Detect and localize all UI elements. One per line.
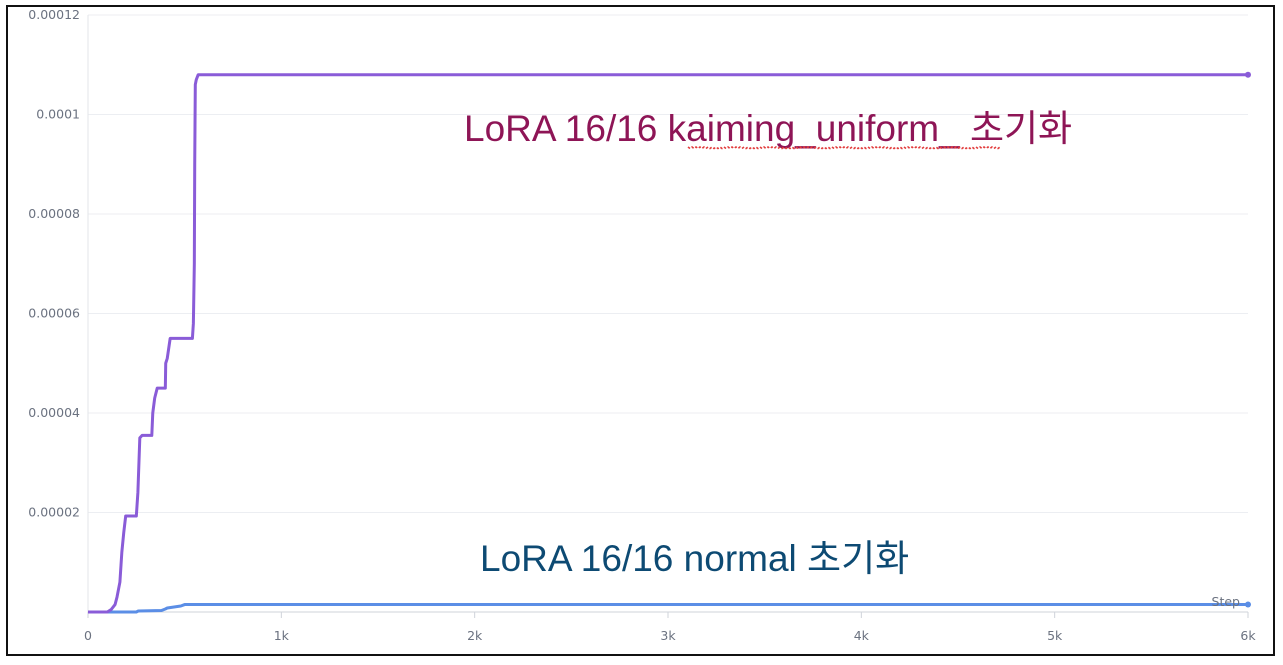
series-line: [88, 603, 1248, 614]
x-tick-label: 5k: [1047, 628, 1063, 643]
series-line: [88, 73, 1248, 614]
y-tick-label: 0.00006: [28, 306, 80, 321]
x-tick-label: 3k: [660, 628, 676, 643]
y-tick-label: 0.00008: [28, 206, 80, 221]
grid-lines: [88, 14, 1248, 513]
x-tick-label: 1k: [274, 628, 290, 643]
x-axis-label: Step: [1212, 594, 1241, 609]
series-end-point: [1245, 601, 1251, 608]
y-tick-label: 0.00012: [28, 7, 80, 22]
chart-frame: [6, 5, 1275, 656]
series-group: [88, 71, 1251, 614]
series-end-point: [1245, 71, 1251, 78]
x-tick-label: 2k: [467, 628, 483, 643]
annotation-normal-label: LoRA 16/16 normal 초기화: [480, 538, 909, 579]
x-tick-label: 6k: [1240, 628, 1256, 643]
x-tick-label: 4k: [854, 628, 870, 643]
y-tick-label: 0.00004: [28, 405, 80, 420]
tick-labels: 0.00002 0.00004 0.00006 0.00008 0.0001 0.0001…: [28, 7, 1256, 643]
x-tick-label: 0: [84, 628, 92, 643]
y-tick-label: 0.00002: [28, 505, 80, 520]
annotation-kaiming-label: LoRA 16/16 kaiming_uniform_ 초기화: [464, 108, 1072, 149]
axes: [87, 15, 1249, 618]
spellcheck-underline: [687, 146, 1001, 150]
y-tick-label: 0.0001: [36, 107, 80, 122]
